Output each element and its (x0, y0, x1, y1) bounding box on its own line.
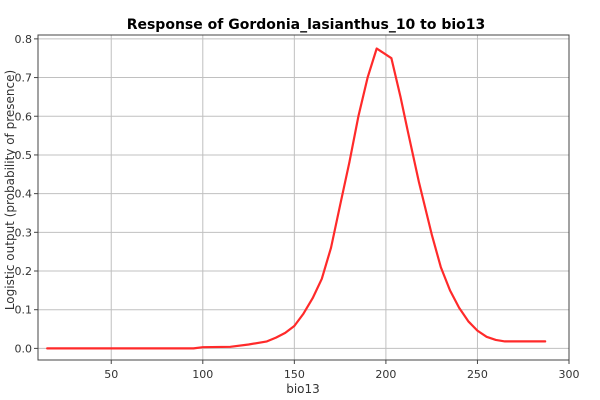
plot-area (37, 34, 570, 361)
y-tick-label: 0.7 (15, 72, 33, 85)
data-point (229, 346, 232, 348)
y-tick-label: 0.8 (15, 33, 33, 46)
data-point (302, 312, 305, 315)
data-point (476, 329, 479, 332)
data-point (494, 339, 497, 341)
x-tick-label: 150 (284, 368, 305, 381)
data-point (275, 336, 277, 339)
data-point (192, 347, 195, 350)
data-point (201, 346, 204, 349)
y-tick-label: 0.3 (15, 226, 33, 239)
data-point (247, 343, 250, 346)
data-point (284, 332, 286, 334)
data-point (366, 76, 369, 79)
data-point (407, 130, 409, 133)
data-point (348, 161, 351, 164)
y-tick-label: 0.5 (15, 149, 33, 162)
data-point (544, 340, 546, 343)
x-tick-label: 100 (192, 368, 213, 381)
data-point (321, 277, 323, 280)
data-point (293, 325, 296, 327)
data-point (458, 306, 460, 309)
x-axis-title: bio13 (286, 382, 320, 396)
data-point (311, 297, 314, 299)
data-point (418, 181, 420, 183)
data-point (504, 340, 506, 343)
data-point (449, 289, 451, 292)
x-tick-label: 300 (559, 368, 580, 381)
data-point (430, 233, 433, 236)
x-axis: 50 100 150 200 250 300 (104, 360, 580, 381)
data-point (375, 47, 378, 50)
y-tick-label: 0.2 (15, 265, 33, 278)
y-axis: 0.0 0.1 0.2 0.3 0.4 0.5 0.6 0.7 0.8 (15, 33, 38, 355)
data-point (266, 340, 268, 343)
data-point (46, 347, 48, 350)
x-tick-label: 250 (467, 368, 488, 381)
x-tick-label: 200 (375, 368, 396, 381)
data-point (339, 204, 341, 207)
data-point (485, 335, 488, 338)
y-axis-title: Logistic output (probability of presence… (3, 70, 17, 310)
data-point (467, 320, 470, 323)
y-tick-label: 0.6 (15, 110, 33, 123)
data-point (399, 96, 402, 98)
y-tick-label: 0.1 (15, 304, 33, 317)
y-tick-label: 0.0 (15, 342, 33, 355)
data-point (330, 246, 332, 249)
chart-title: Response of Gordonia_lasianthus_10 to bi… (127, 17, 486, 33)
grid (38, 35, 570, 360)
data-point (110, 347, 113, 350)
data-point (440, 266, 442, 268)
data-point (357, 115, 360, 118)
x-tick-label: 50 (104, 368, 118, 381)
y-tick-label: 0.4 (15, 188, 33, 201)
series-line (46, 47, 547, 350)
data-points (46, 47, 546, 350)
data-point (390, 57, 393, 60)
